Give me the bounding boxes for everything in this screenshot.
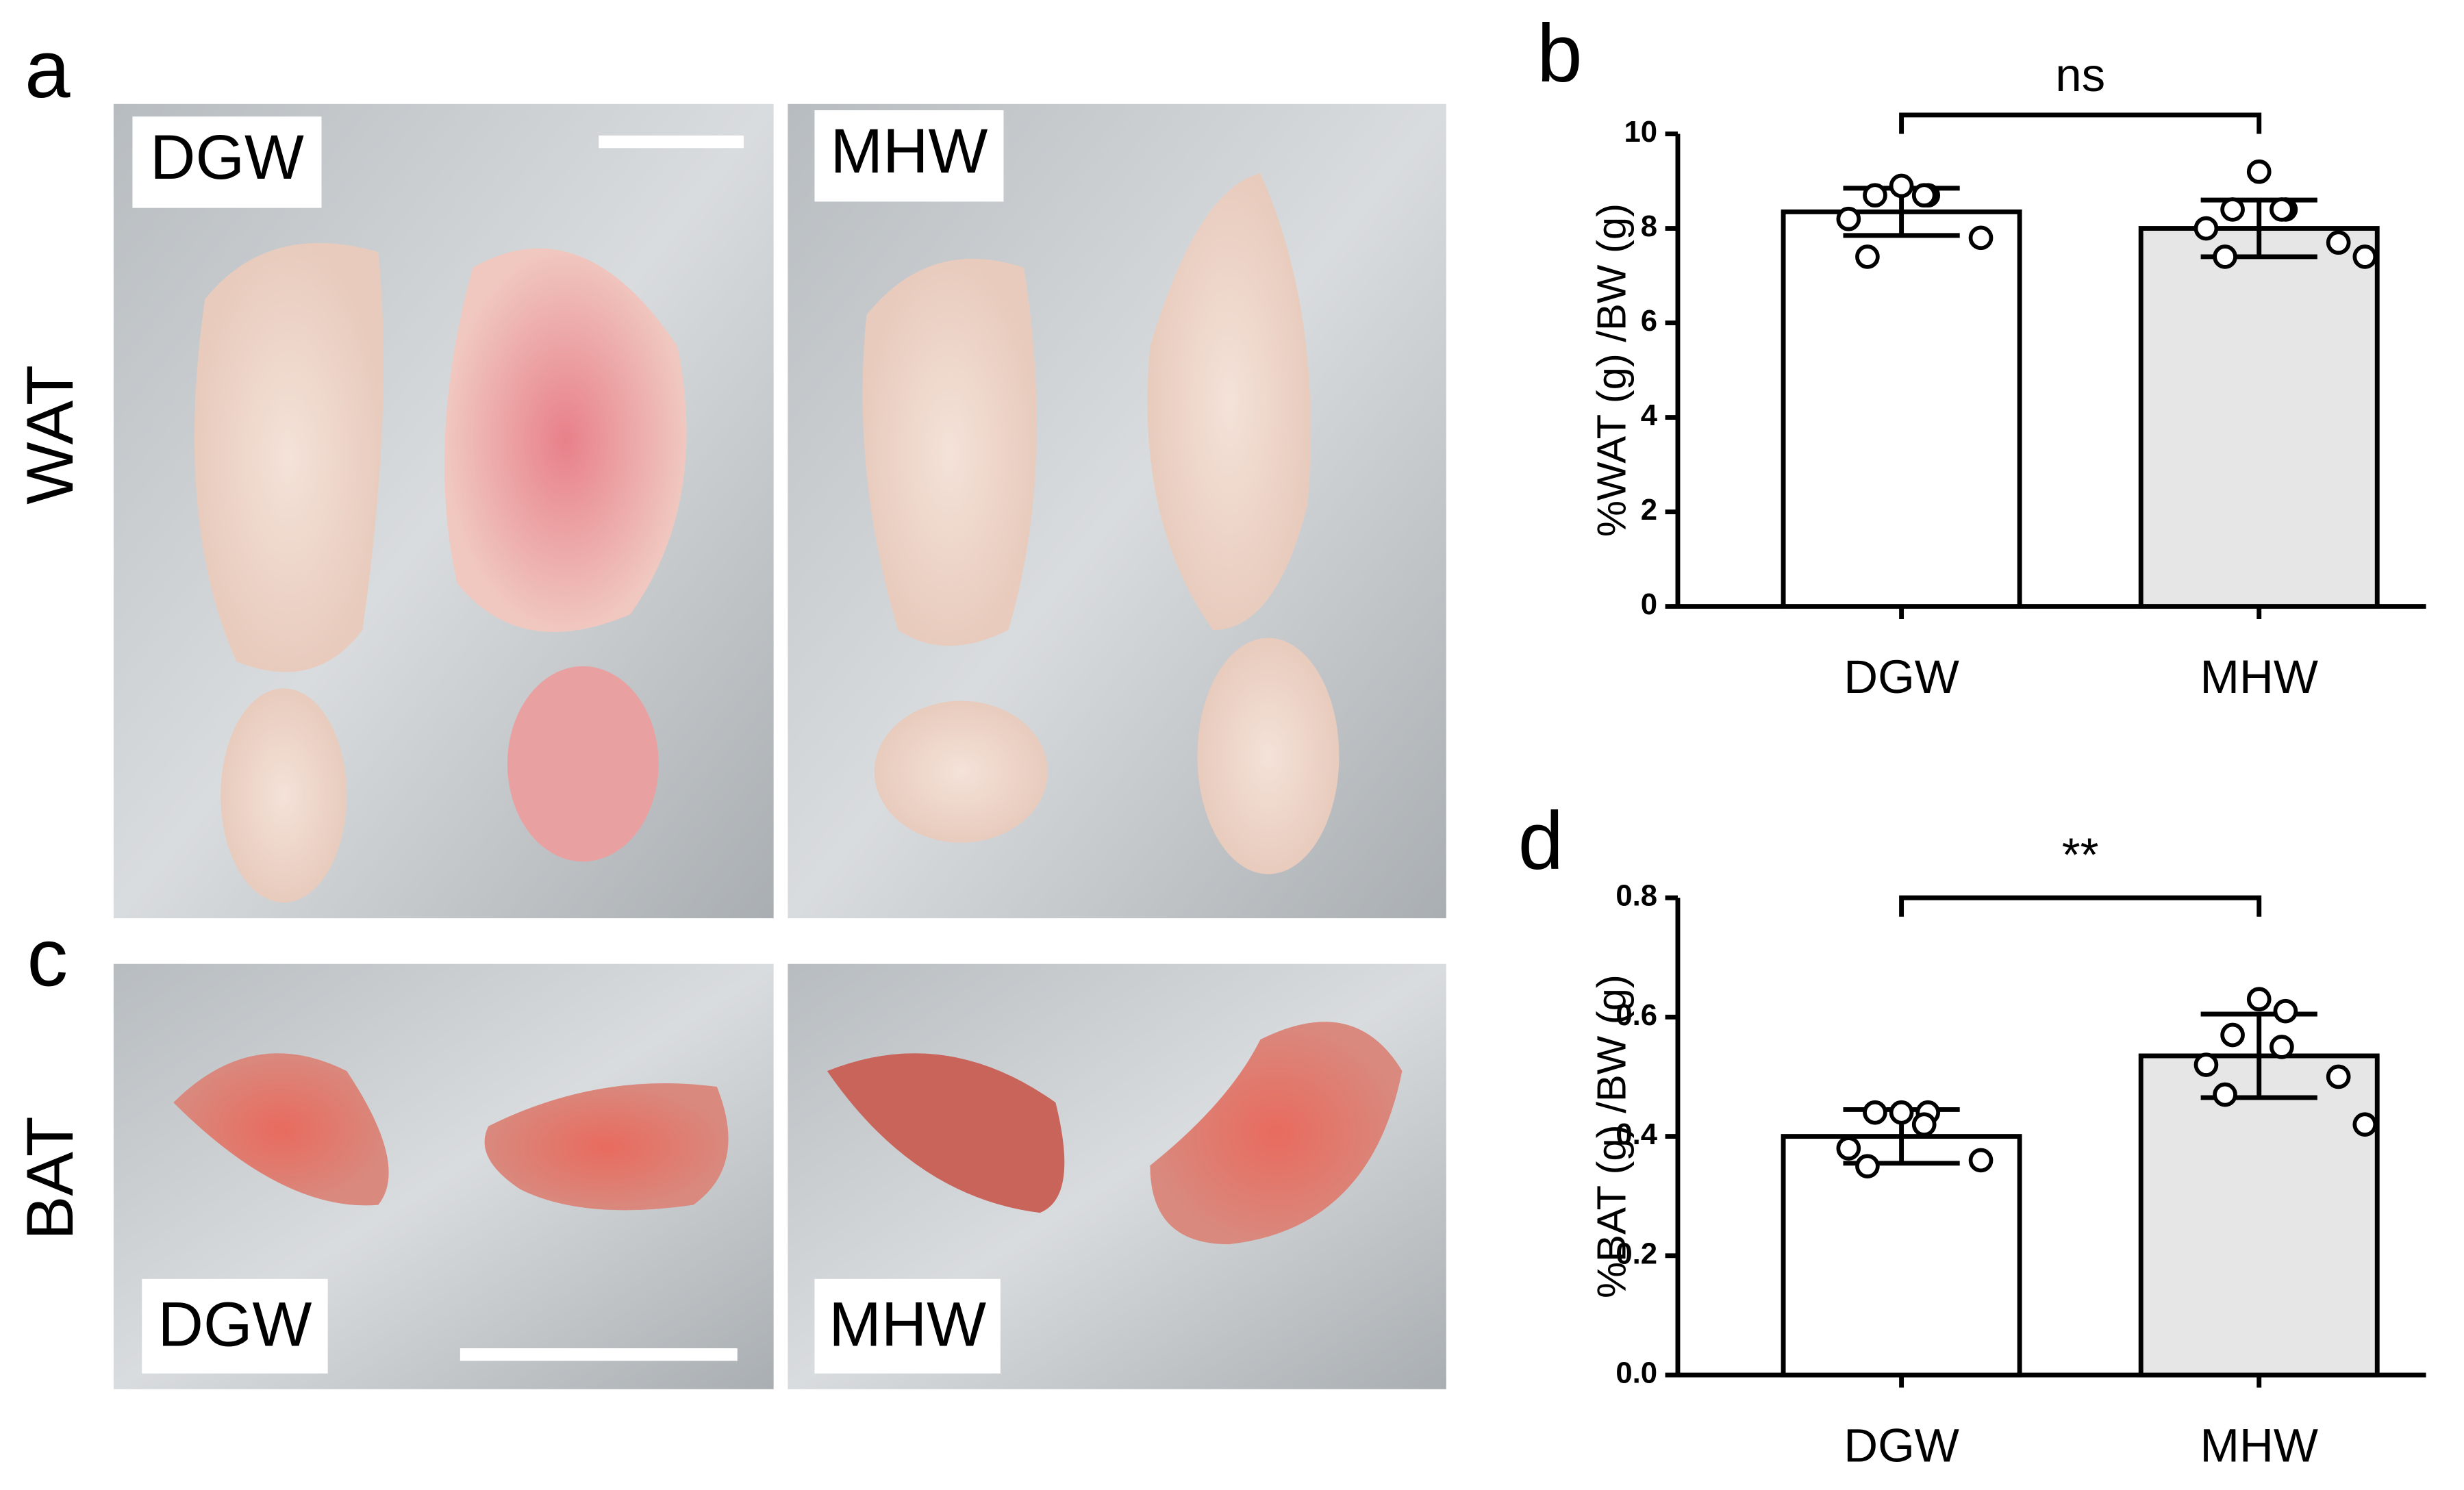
y-tick-label: 0.8 <box>1616 879 1657 913</box>
photo-label: MHW <box>830 116 988 186</box>
data-point <box>1911 183 1937 208</box>
data-point <box>1968 225 1994 251</box>
y-tick-label: 8 <box>1641 210 1657 243</box>
photo-bat-mhw <box>788 963 1446 1389</box>
data-point <box>2220 197 2245 222</box>
data-point <box>1968 1148 1994 1173</box>
y-tick-label: 10 <box>1624 115 1657 149</box>
significance: ** <box>2062 829 2099 881</box>
data-point <box>1836 206 1861 231</box>
panel-letter: d <box>1518 796 1564 887</box>
significance: ns <box>2055 49 2105 101</box>
data-point <box>2193 216 2219 241</box>
data-point <box>2193 1052 2219 1077</box>
data-point <box>1855 1154 1880 1178</box>
y-tick-label: 2 <box>1641 493 1657 527</box>
panel-letter: b <box>1537 8 1583 99</box>
data-point <box>2270 197 2294 222</box>
y-tick-label: 0 <box>1641 588 1657 621</box>
bar <box>2138 226 2380 609</box>
photo-label: DGW <box>158 1290 312 1360</box>
significance-bracket <box>1899 112 2262 134</box>
x-tick-label: DGW <box>1844 651 1959 703</box>
y-tick-label: 0.4 <box>1616 1118 1657 1151</box>
y-axis-label: %WAT (g) /BW (g) <box>1589 203 1635 537</box>
data-point <box>2273 998 2298 1024</box>
data-point <box>2270 1035 2294 1059</box>
photo-label: DGW <box>150 123 304 192</box>
panel-letter: c <box>27 912 68 1003</box>
photo-wat-dgw <box>113 103 774 919</box>
y-tick-label: 0.2 <box>1616 1237 1657 1270</box>
data-point <box>1889 1100 1914 1125</box>
data-point <box>1889 173 1914 199</box>
photo-bat-dgw <box>113 963 774 1389</box>
data-point <box>2326 230 2351 255</box>
data-point <box>2213 1082 2237 1107</box>
y-tick-label: 4 <box>1641 399 1658 432</box>
data-point <box>2326 1064 2351 1089</box>
y-tick-label: 0.0 <box>1616 1356 1657 1390</box>
data-point <box>2246 987 2272 1012</box>
row-label: BAT <box>14 1116 87 1240</box>
data-point <box>2213 244 2237 269</box>
data-point <box>1863 1100 1887 1125</box>
data-point <box>2352 244 2378 269</box>
y-axis-label: %BAT (g) /BW (g) <box>1589 974 1635 1298</box>
panel-letter: a <box>25 24 71 115</box>
data-point <box>1863 183 1887 208</box>
data-point <box>1911 1112 1937 1137</box>
x-tick-label: MHW <box>2200 651 2318 703</box>
bar <box>2138 1053 2380 1378</box>
significance-bracket <box>1899 895 2262 917</box>
x-tick-label: DGW <box>1844 1419 1959 1472</box>
data-point <box>1855 244 1880 269</box>
data-point <box>2352 1112 2378 1137</box>
bar <box>1781 209 2022 609</box>
y-tick-label: 6 <box>1641 304 1657 338</box>
photo-label: MHW <box>829 1290 986 1360</box>
data-point <box>1836 1136 1861 1161</box>
x-tick-label: MHW <box>2200 1419 2318 1472</box>
y-tick-label: 0.6 <box>1616 998 1657 1032</box>
row-label: WAT <box>14 365 87 505</box>
photo-wat-mhw <box>788 103 1446 919</box>
bar <box>1781 1134 2022 1378</box>
data-point <box>2220 1022 2245 1048</box>
data-point <box>2246 159 2272 184</box>
